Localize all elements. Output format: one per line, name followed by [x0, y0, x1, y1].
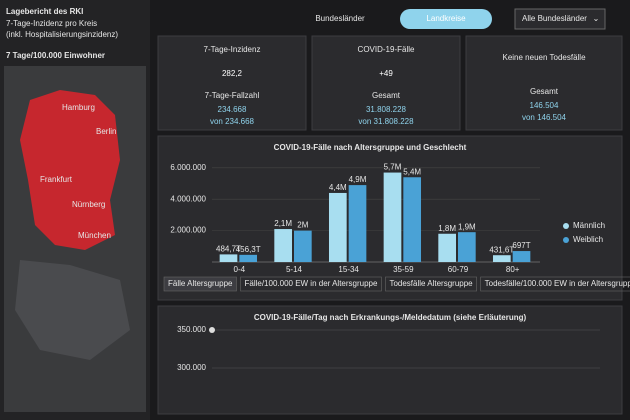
map-label: Frankfurt — [40, 175, 73, 184]
bar — [383, 172, 402, 262]
bar — [219, 254, 238, 262]
legend-marker — [563, 223, 569, 229]
chart-panel — [157, 305, 623, 415]
sidebar-line: (inkl. Hospitalisierungsinzidenz) — [6, 30, 118, 39]
map-region — [20, 90, 120, 250]
sidebar-line: Lagebericht des RKI — [6, 7, 83, 16]
tab[interactable]: Landkreise — [426, 14, 466, 23]
map-label: Nürnberg — [72, 200, 105, 209]
card-sub-label: Gesamt — [372, 91, 401, 100]
value-label: 4,4M — [329, 183, 347, 192]
slider-handle[interactable] — [209, 327, 215, 333]
tab-active[interactable] — [400, 9, 492, 29]
card-sub-label: Gesamt — [530, 87, 559, 96]
sidebar-line: 7-Tage-Inzidenz pro Kreis — [6, 19, 97, 28]
value-label: 5,4M — [403, 167, 421, 176]
chart-tab[interactable]: Fälle Altersgruppe — [168, 279, 233, 288]
bar — [328, 192, 347, 262]
map-region — [15, 260, 130, 360]
bar — [458, 232, 476, 262]
chart-tab-box[interactable] — [163, 276, 237, 292]
chart-tab[interactable]: Todesfälle/100.000 EW in der Altersgrupp… — [485, 279, 630, 288]
chart-tab[interactable]: Fälle/100.000 EW in der Altersgruppe — [244, 279, 378, 288]
map-label: München — [78, 231, 111, 240]
y-tick-label: 300.000 — [177, 363, 206, 372]
value-label: 1,8M — [438, 224, 456, 233]
card — [311, 35, 461, 131]
legend-label: Männlich — [573, 221, 605, 230]
bar — [348, 185, 367, 262]
bar — [512, 251, 531, 262]
value-label: 697T — [512, 241, 530, 250]
x-tick-label: 5-14 — [286, 265, 303, 274]
y-tick-label: 2.000.000 — [170, 226, 206, 235]
y-tick-label: 4.000.000 — [170, 194, 206, 203]
card-sub-from: von 234.668 — [210, 117, 255, 126]
x-tick-label: 0-4 — [234, 265, 246, 274]
dropdown-arrow: ⌄ — [593, 14, 600, 23]
card-title: Keine neuen Todesfälle — [502, 53, 586, 62]
chart-title: COVID-19-Fälle/Tag nach Erkrankungs-/Mel… — [254, 313, 527, 322]
card-value: +49 — [379, 69, 393, 78]
dropdown[interactable] — [514, 8, 606, 30]
value-label: 2,1M — [274, 219, 292, 228]
legend-marker — [563, 237, 569, 243]
card-title: 7-Tage-Inzidenz — [204, 45, 261, 54]
value-label: 4,9M — [349, 175, 367, 184]
bar — [492, 255, 511, 262]
chart-tab-box[interactable] — [385, 276, 477, 292]
y-tick-label: 6.000.000 — [170, 163, 206, 172]
value-label: 2M — [297, 221, 308, 230]
tab[interactable]: Bundesländer — [315, 14, 365, 23]
value-label: 1,9M — [458, 222, 476, 231]
card-sub-from: von 146.504 — [522, 113, 567, 122]
card — [465, 35, 623, 131]
card-value: 282,2 — [222, 69, 243, 78]
x-tick-label: 80+ — [506, 265, 520, 274]
y-tick-label: 350.000 — [177, 325, 206, 334]
legend-label: Weiblich — [573, 235, 603, 244]
dropdown-label[interactable]: Alle Bundesländer — [522, 14, 587, 23]
card-sub-value: 146.504 — [530, 101, 559, 110]
chart-tab[interactable]: Todesfälle Altersgruppe — [389, 279, 473, 288]
card-sub-value: 234.668 — [218, 105, 247, 114]
x-tick-label: 60-79 — [448, 265, 469, 274]
value-label: 5,7M — [384, 163, 402, 172]
chart-tab-box[interactable] — [240, 276, 382, 292]
bar — [403, 177, 422, 262]
chart-tab-box[interactable] — [480, 276, 630, 292]
bar — [294, 230, 312, 262]
x-tick-label: 15-34 — [338, 265, 359, 274]
card-title: COVID-19-Fälle — [358, 45, 415, 54]
bar — [438, 233, 456, 262]
map-label: Berlin — [96, 127, 116, 136]
value-label: 484,7T — [216, 245, 241, 254]
x-tick-label: 35-59 — [393, 265, 414, 274]
card-sub-value: 31.808.228 — [366, 105, 407, 114]
bar — [239, 254, 258, 262]
card-sub-label: 7-Tage-Fallzahl — [205, 91, 260, 100]
card-sub-from: von 31.808.228 — [358, 117, 414, 126]
value-label: 431,6T — [489, 245, 514, 254]
card — [157, 35, 307, 131]
bar — [274, 229, 292, 262]
map-label: Hamburg — [62, 103, 95, 112]
map-title: 7 Tage/100.000 Einwohner — [6, 51, 105, 60]
chart-title: COVID-19-Fälle nach Altersgruppe und Ges… — [274, 143, 467, 152]
value-label: 456,3T — [236, 245, 261, 254]
